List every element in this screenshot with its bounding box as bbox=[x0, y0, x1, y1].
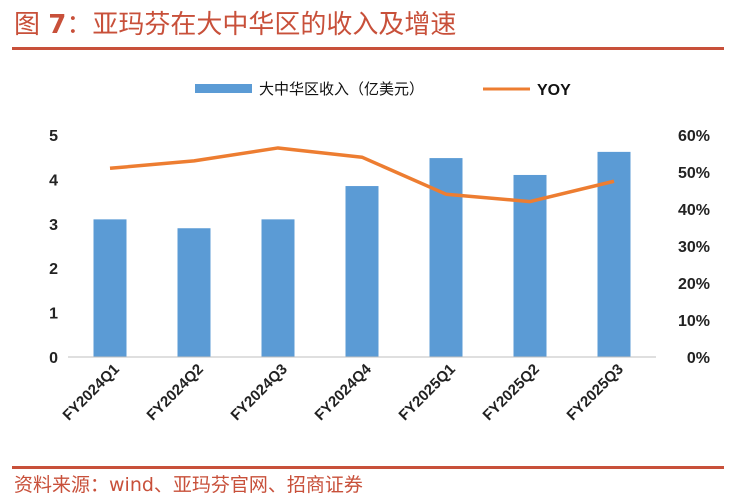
category-label: FY2024Q4 bbox=[312, 360, 376, 424]
right-tick-label: 50% bbox=[678, 165, 710, 182]
bar-FY2024Q2 bbox=[177, 228, 211, 357]
left-tick-label: 4 bbox=[49, 172, 58, 189]
yoy-line-group bbox=[109, 146, 615, 204]
right-tick-label: 40% bbox=[678, 202, 710, 219]
bar-FY2025Q3 bbox=[597, 151, 631, 357]
bars bbox=[93, 151, 631, 357]
left-tick-label: 0 bbox=[49, 350, 58, 367]
legend-bar-label: 大中华区收入（亿美元） bbox=[259, 80, 424, 98]
title-rule bbox=[12, 47, 724, 50]
category-label: FY2025Q3 bbox=[564, 361, 627, 424]
right-tick-label: 20% bbox=[678, 276, 710, 293]
bar-FY2024Q1 bbox=[93, 219, 127, 357]
category-label: FY2024Q2 bbox=[144, 361, 207, 424]
right-tick-label: 10% bbox=[678, 313, 710, 330]
category-label: FY2024Q3 bbox=[228, 361, 291, 424]
right-tick-label: 0% bbox=[687, 350, 710, 367]
right-tick-label: 30% bbox=[678, 239, 710, 256]
left-axis-ticks: 0 1 2 3 4 5 bbox=[49, 128, 58, 367]
legend: 大中华区收入（亿美元） YOY bbox=[195, 80, 571, 99]
left-tick-label: 2 bbox=[49, 261, 58, 278]
left-tick-label: 5 bbox=[49, 128, 58, 145]
yoy-line bbox=[109, 146, 615, 204]
right-axis-ticks: 0% 10% 20% 30% 40% 50% 60% bbox=[678, 128, 710, 367]
category-label: FY2025Q1 bbox=[396, 361, 459, 424]
right-tick-label: 60% bbox=[678, 128, 710, 145]
bar-FY2025Q2 bbox=[513, 174, 547, 357]
legend-bar-swatch bbox=[195, 84, 252, 93]
source-note: 资料来源：wind、亚玛芬官网、招商证券 bbox=[14, 474, 363, 496]
category-label: FY2025Q2 bbox=[480, 361, 543, 424]
bar-FY2024Q4 bbox=[345, 186, 379, 357]
source-rule bbox=[12, 466, 724, 469]
category-label: FY2024Q1 bbox=[60, 361, 123, 424]
left-tick-label: 3 bbox=[49, 217, 58, 234]
category-labels: FY2024Q1 FY2024Q2 FY2024Q3 FY2024Q4 FY2025Q1… bbox=[60, 360, 627, 424]
bar-FY2024Q3 bbox=[261, 219, 295, 357]
chart-title: 图 7：亚玛芬在大中华区的收入及增速 bbox=[14, 10, 457, 40]
left-tick-label: 1 bbox=[49, 306, 58, 323]
legend-line-label: YOY bbox=[537, 82, 571, 99]
